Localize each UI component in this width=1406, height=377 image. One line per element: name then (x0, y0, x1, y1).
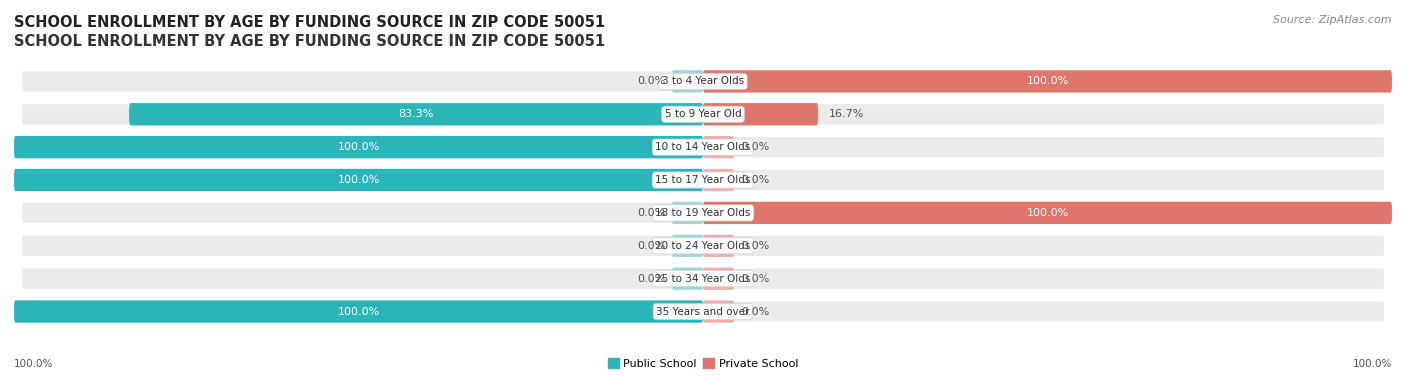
Text: 0.0%: 0.0% (637, 77, 665, 86)
Text: 83.3%: 83.3% (398, 109, 433, 119)
Text: 20 to 24 Year Olds: 20 to 24 Year Olds (655, 241, 751, 251)
FancyBboxPatch shape (703, 169, 734, 191)
Text: 0.0%: 0.0% (637, 208, 665, 218)
FancyBboxPatch shape (672, 202, 703, 224)
Text: 100.0%: 100.0% (14, 359, 53, 369)
FancyBboxPatch shape (21, 300, 1385, 323)
Text: 15 to 17 Year Olds: 15 to 17 Year Olds (655, 175, 751, 185)
Legend: Public School, Private School: Public School, Private School (603, 354, 803, 373)
Text: 100.0%: 100.0% (337, 142, 380, 152)
FancyBboxPatch shape (21, 103, 1385, 126)
FancyBboxPatch shape (21, 70, 1385, 93)
FancyBboxPatch shape (672, 234, 703, 257)
Text: 10 to 14 Year Olds: 10 to 14 Year Olds (655, 142, 751, 152)
Text: 18 to 19 Year Olds: 18 to 19 Year Olds (655, 208, 751, 218)
Text: 5 to 9 Year Old: 5 to 9 Year Old (665, 109, 741, 119)
Text: 100.0%: 100.0% (1026, 208, 1069, 218)
Text: 0.0%: 0.0% (741, 142, 769, 152)
Text: 16.7%: 16.7% (828, 109, 863, 119)
FancyBboxPatch shape (129, 103, 703, 126)
FancyBboxPatch shape (14, 300, 703, 323)
Text: 35 Years and over: 35 Years and over (657, 307, 749, 317)
FancyBboxPatch shape (21, 136, 1385, 158)
Text: 25 to 34 Year Olds: 25 to 34 Year Olds (655, 274, 751, 284)
FancyBboxPatch shape (21, 202, 1385, 224)
Text: 0.0%: 0.0% (637, 274, 665, 284)
Text: SCHOOL ENROLLMENT BY AGE BY FUNDING SOURCE IN ZIP CODE 50051: SCHOOL ENROLLMENT BY AGE BY FUNDING SOUR… (14, 34, 605, 49)
FancyBboxPatch shape (672, 268, 703, 290)
Text: 100.0%: 100.0% (337, 175, 380, 185)
FancyBboxPatch shape (703, 136, 734, 158)
FancyBboxPatch shape (21, 169, 1385, 191)
Text: 0.0%: 0.0% (741, 241, 769, 251)
Text: SCHOOL ENROLLMENT BY AGE BY FUNDING SOURCE IN ZIP CODE 50051: SCHOOL ENROLLMENT BY AGE BY FUNDING SOUR… (14, 15, 605, 30)
Text: 100.0%: 100.0% (1353, 359, 1392, 369)
FancyBboxPatch shape (14, 136, 703, 158)
FancyBboxPatch shape (14, 169, 703, 191)
FancyBboxPatch shape (703, 268, 734, 290)
Text: 100.0%: 100.0% (1026, 77, 1069, 86)
FancyBboxPatch shape (21, 234, 1385, 257)
Text: 0.0%: 0.0% (637, 241, 665, 251)
FancyBboxPatch shape (672, 70, 703, 93)
FancyBboxPatch shape (21, 268, 1385, 290)
Text: 0.0%: 0.0% (741, 307, 769, 317)
FancyBboxPatch shape (703, 103, 818, 126)
Text: 100.0%: 100.0% (337, 307, 380, 317)
FancyBboxPatch shape (703, 300, 734, 323)
Text: Source: ZipAtlas.com: Source: ZipAtlas.com (1274, 15, 1392, 25)
FancyBboxPatch shape (703, 70, 1392, 93)
Text: 0.0%: 0.0% (741, 175, 769, 185)
Text: 0.0%: 0.0% (741, 274, 769, 284)
Text: 3 to 4 Year Olds: 3 to 4 Year Olds (662, 77, 744, 86)
FancyBboxPatch shape (703, 202, 1392, 224)
FancyBboxPatch shape (703, 234, 734, 257)
